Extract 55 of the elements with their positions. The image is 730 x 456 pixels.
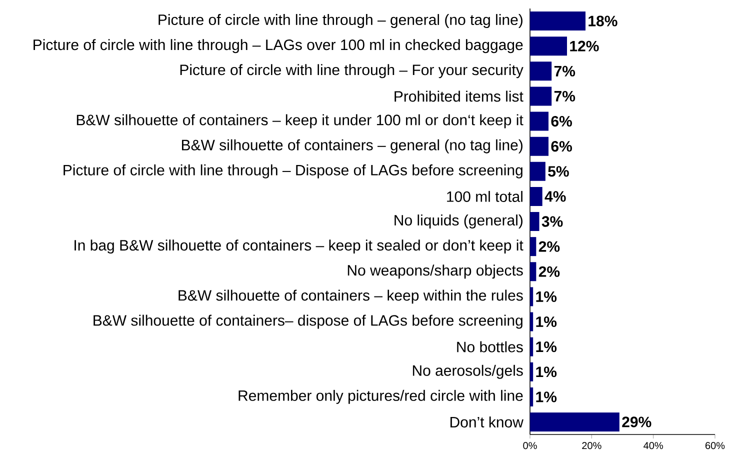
data-label: 6%: [551, 141, 572, 152]
bar: [530, 86, 552, 106]
bar: [530, 12, 586, 31]
y-tick-label: 100 ml total: [447, 190, 522, 202]
bar: [530, 186, 542, 206]
x-tick-label: 60%: [705, 442, 725, 450]
y-tick-label: In bag B&W silhouette of containers – keep it sealed or don’t keep it: [74, 240, 524, 254]
bar: [530, 387, 534, 406]
data-label: 1%: [536, 316, 557, 328]
bar: [530, 162, 546, 181]
data-label: 1%: [536, 366, 557, 378]
data-label: 29%: [622, 416, 652, 428]
y-tick-label: B&W silhouette of containers – general (no tag line): [182, 139, 522, 154]
y-tick-label: Picture of circle with line through – LAGs over 100 ml in checked baggage: [34, 39, 523, 54]
y-tick-label: Remember only pictures/red circle with line: [238, 390, 523, 404]
y-tick-label: Don’t know: [450, 416, 524, 428]
bar: [530, 262, 536, 282]
y-tick-label: No liquids (general): [394, 214, 522, 228]
y-tick-label: B&W silhouette of containers – keep within the rules: [178, 290, 523, 304]
bar: [530, 362, 534, 382]
y-tick-label: B&W silhouette of containers – keep it under 100 ml or don‘t keep it: [76, 114, 524, 128]
y-tick-label: Picture of circle with line through – For your security: [180, 64, 524, 78]
data-label: 5%: [548, 166, 569, 177]
data-label: 3%: [542, 216, 563, 227]
bar: [530, 36, 567, 56]
bar: [530, 412, 620, 432]
x-tick-label: 20%: [582, 442, 602, 450]
y-tick-label: No aerosols/gels: [412, 364, 523, 379]
y-tick-label: Picture of circle with line through – general (no tag line): [158, 14, 522, 28]
bar: [530, 62, 552, 81]
bar: [530, 212, 540, 232]
data-label: 7%: [554, 66, 576, 76]
data-label: 18%: [588, 16, 618, 26]
y-tick-label: Picture of circle with line through – Dispose of LAGs before screening: [64, 164, 522, 178]
x-tick-label: 40%: [644, 442, 663, 450]
y-tick-label: No bottles: [457, 341, 523, 352]
data-label: 12%: [570, 40, 599, 52]
bar: [530, 287, 534, 306]
data-label: 7%: [554, 90, 576, 102]
bar: [530, 337, 534, 356]
y-tick-label: Prohibited items list: [394, 90, 524, 102]
y-tick-label: B&W silhouette of containers– dispose of LAGs before screening: [94, 314, 522, 329]
x-tick-label: 0%: [523, 442, 537, 450]
data-label: 1%: [536, 392, 557, 402]
data-label: 2%: [538, 266, 560, 277]
bar: [530, 112, 548, 131]
data-label: 2%: [538, 241, 560, 252]
data-label: 6%: [551, 116, 572, 127]
bar: [530, 136, 548, 156]
bar: [530, 312, 534, 332]
data-label: 1%: [536, 291, 557, 302]
data-label: 4%: [544, 191, 566, 202]
bar: [530, 237, 536, 256]
data-label: 1%: [536, 342, 557, 352]
y-tick-label: No weapons/sharp objects: [348, 264, 523, 279]
